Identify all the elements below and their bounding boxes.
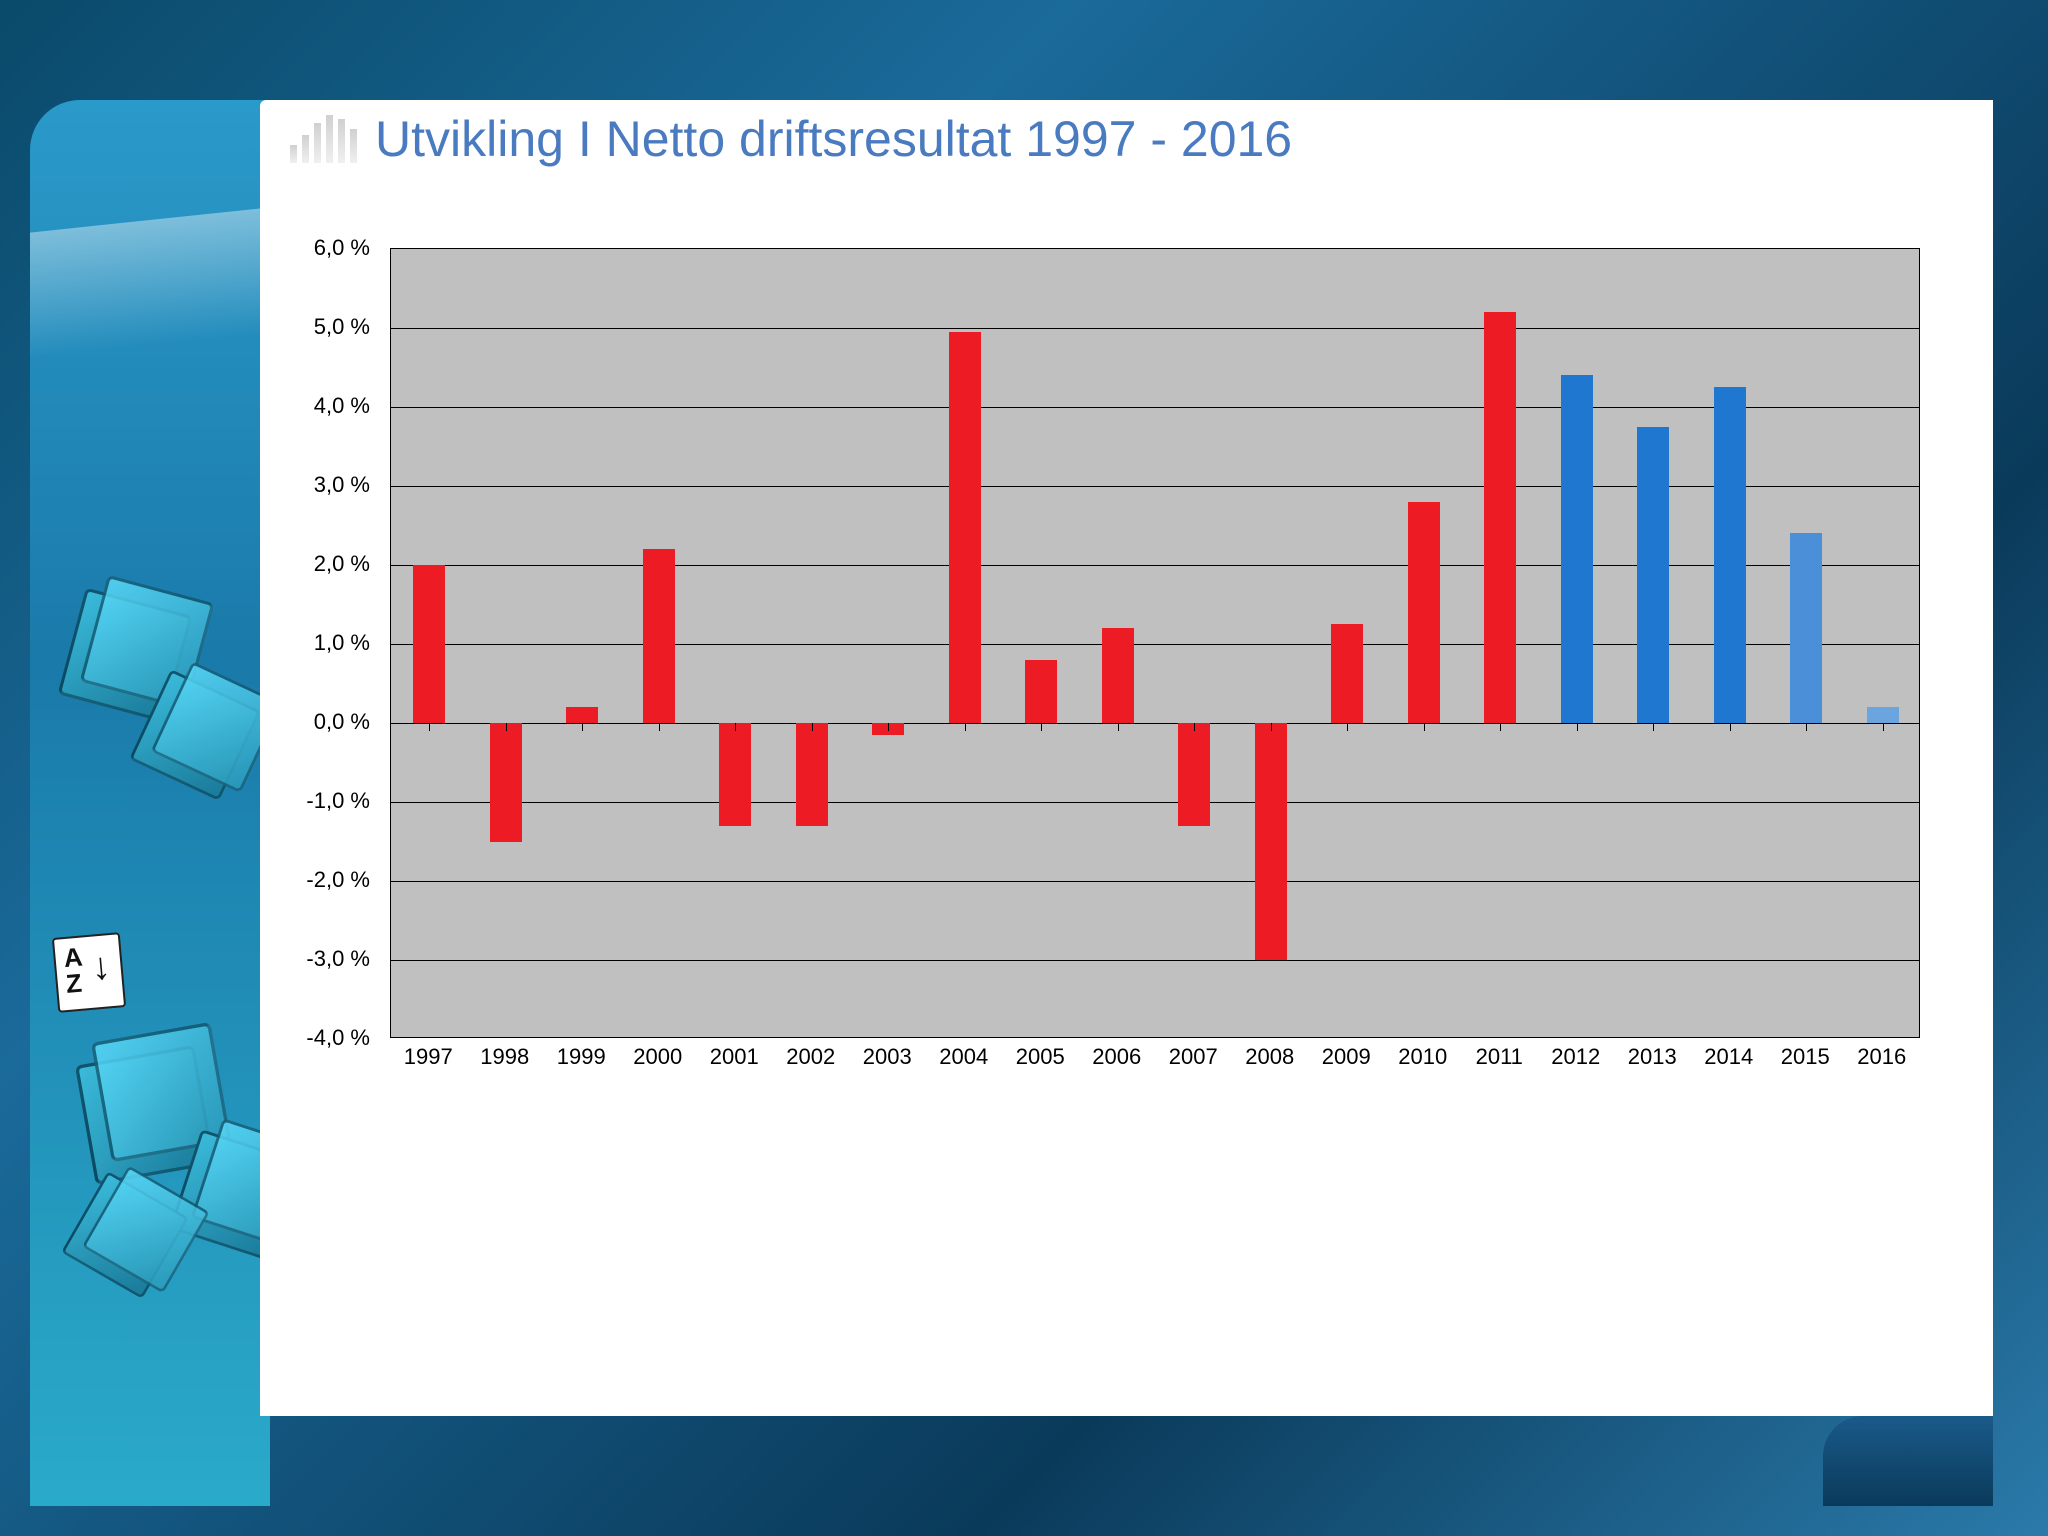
slide-frame: A Z ↓ Utvikling I Netto driftsresultat 1… — [0, 0, 2048, 1536]
gridline — [391, 723, 1919, 724]
bar — [490, 723, 522, 842]
x-tick-label: 2003 — [863, 1044, 912, 1070]
title-deco-bars-icon — [290, 115, 357, 163]
title-row: Utvikling I Netto driftsresultat 1997 - … — [290, 110, 1973, 168]
x-tick — [1730, 723, 1731, 731]
corner-tab — [1823, 1416, 1993, 1506]
x-tick — [888, 723, 889, 731]
y-tick-label: 1,0 % — [314, 630, 370, 656]
bar — [1790, 533, 1822, 723]
gridline — [391, 328, 1919, 329]
down-arrow-icon: ↓ — [90, 947, 112, 987]
slide-content: Utvikling I Netto driftsresultat 1997 - … — [260, 100, 1993, 1416]
x-tick — [1194, 723, 1195, 731]
x-tick-label: 2000 — [633, 1044, 682, 1070]
x-tick — [1118, 723, 1119, 731]
x-tick — [1347, 723, 1348, 731]
x-tick-label: 2004 — [939, 1044, 988, 1070]
x-tick-label: 2005 — [1016, 1044, 1065, 1070]
x-tick-label: 2006 — [1092, 1044, 1141, 1070]
y-tick-label: -2,0 % — [306, 867, 370, 893]
x-tick-label: 2013 — [1628, 1044, 1677, 1070]
plot-area — [390, 248, 1920, 1038]
x-tick — [582, 723, 583, 731]
x-tick-label: 2016 — [1857, 1044, 1906, 1070]
gridline — [391, 802, 1919, 803]
bar — [1637, 427, 1669, 723]
gridline — [391, 407, 1919, 408]
x-tick-label: 2011 — [1476, 1044, 1523, 1070]
x-tick-label: 1997 — [404, 1044, 453, 1070]
gridline — [391, 644, 1919, 645]
bar — [719, 723, 751, 826]
side-shine — [30, 207, 270, 412]
x-tick-label: 1998 — [480, 1044, 529, 1070]
x-tick — [812, 723, 813, 731]
x-tick-label: 2009 — [1322, 1044, 1371, 1070]
bar — [643, 549, 675, 723]
x-tick — [506, 723, 507, 731]
x-tick — [1041, 723, 1042, 731]
bar-chart: -4,0 % -3,0 % -2,0 % -1,0 % 0,0 % 1,0 % 2,0 % 3… — [300, 248, 1920, 1078]
chart-title: Utvikling I Netto driftsresultat 1997 - … — [375, 110, 1292, 168]
x-tick — [735, 723, 736, 731]
x-tick-label: 2001 — [710, 1044, 759, 1070]
x-tick-label: 2007 — [1169, 1044, 1218, 1070]
bar — [1331, 624, 1363, 723]
bar — [566, 707, 598, 723]
y-axis-labels: -4,0 %-3,0 %-2,0 %-1,0 %0,0 %1,0 %2,0 %3… — [300, 248, 380, 1038]
y-tick-label: 6,0 % — [314, 235, 370, 261]
x-tick — [965, 723, 966, 731]
y-tick-label: 0,0 % — [314, 709, 370, 735]
x-tick — [1577, 723, 1578, 731]
x-tick — [429, 723, 430, 731]
x-tick-label: 2010 — [1398, 1044, 1447, 1070]
x-tick — [1424, 723, 1425, 731]
bar — [1255, 723, 1287, 960]
x-tick — [1653, 723, 1654, 731]
x-tick — [1806, 723, 1807, 731]
bar — [1484, 312, 1516, 723]
bar — [1714, 387, 1746, 723]
x-axis-labels: 1997 1998 1999 2000 2001 2002 2003 2004 2005 2006… — [390, 1038, 1920, 1078]
side-decoration — [30, 100, 270, 1506]
x-tick — [1500, 723, 1501, 731]
gridline — [391, 881, 1919, 882]
x-tick-label: 2008 — [1245, 1044, 1294, 1070]
x-tick-label: 2015 — [1781, 1044, 1830, 1070]
x-tick-label: 2012 — [1551, 1044, 1600, 1070]
x-tick — [1271, 723, 1272, 731]
bar — [413, 565, 445, 723]
az-sort-card: A Z ↓ — [52, 932, 126, 1013]
x-tick — [1883, 723, 1884, 731]
bar — [1408, 502, 1440, 723]
bar — [1867, 707, 1899, 723]
x-tick — [659, 723, 660, 731]
y-tick-label: 3,0 % — [314, 472, 370, 498]
y-tick-label: -3,0 % — [306, 946, 370, 972]
gridline — [391, 960, 1919, 961]
x-tick-label: 2014 — [1704, 1044, 1753, 1070]
bar — [1025, 660, 1057, 723]
x-tick-label: 2002 — [786, 1044, 835, 1070]
gridline — [391, 565, 1919, 566]
cube-icon — [61, 1171, 189, 1299]
y-tick-label: 5,0 % — [314, 314, 370, 340]
bar — [796, 723, 828, 826]
y-tick-label: -4,0 % — [306, 1025, 370, 1051]
x-tick-label: 1999 — [557, 1044, 606, 1070]
y-tick-label: 4,0 % — [314, 393, 370, 419]
bar — [1561, 375, 1593, 723]
y-tick-label: 2,0 % — [314, 551, 370, 577]
y-tick-label: -1,0 % — [306, 788, 370, 814]
bar — [1178, 723, 1210, 826]
bar — [949, 332, 981, 723]
gridline — [391, 486, 1919, 487]
bar — [1102, 628, 1134, 723]
